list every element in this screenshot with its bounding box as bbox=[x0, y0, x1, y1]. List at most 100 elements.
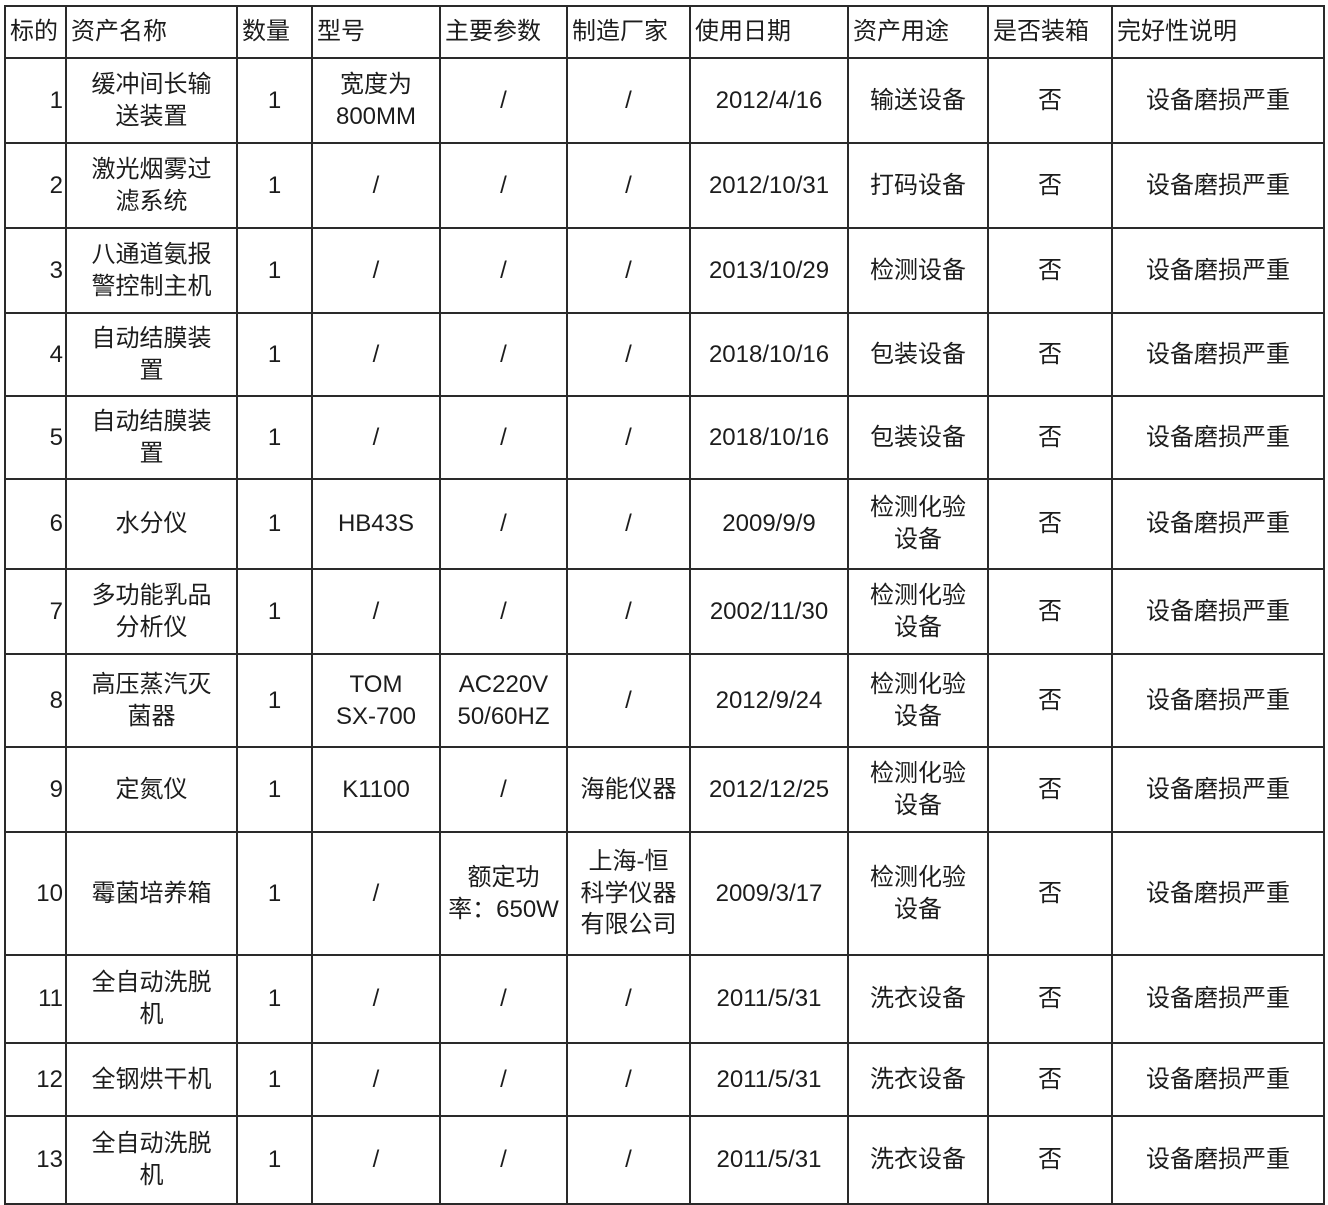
cell-use-date: 2011/5/31 bbox=[689, 1115, 849, 1205]
cell-asset-usage: 打码设备 bbox=[847, 142, 989, 229]
cell-condition: 设备磨损严重 bbox=[1111, 954, 1325, 1044]
cell-use-date: 2012/9/24 bbox=[689, 653, 849, 748]
table-row: 5 自动结膜装 置 1 / / / 2018/10/16 包装设备 否 设备磨损… bbox=[4, 395, 1325, 480]
cell-quantity: 1 bbox=[236, 395, 313, 480]
cell-asset-name: 激光烟雾过 滤系统 bbox=[65, 142, 238, 229]
cell-asset-name: 全钢烘干机 bbox=[65, 1042, 238, 1117]
cell-quantity: 1 bbox=[236, 746, 313, 833]
cell-quantity: 1 bbox=[236, 954, 313, 1044]
cell-use-date: 2018/10/16 bbox=[689, 395, 849, 480]
col-header-manufacturer: 制造厂家 bbox=[566, 5, 691, 59]
cell-asset-name: 八通道氨报 警控制主机 bbox=[65, 227, 238, 314]
col-header-model: 型号 bbox=[311, 5, 441, 59]
cell-boxed: 否 bbox=[987, 746, 1113, 833]
col-header-asset-name: 资产名称 bbox=[65, 5, 238, 59]
asset-inventory-table: 标的 资产名称 数量 型号 主要参数 制造厂家 使用日期 资产用途 是否装箱 完… bbox=[4, 5, 1325, 1205]
cell-item-no: 6 bbox=[4, 478, 67, 570]
cell-boxed: 否 bbox=[987, 954, 1113, 1044]
cell-main-params: 额定功 率：650W bbox=[439, 831, 568, 956]
table-row: 12 全钢烘干机 1 / / / 2011/5/31 洗衣设备 否 设备磨损严重 bbox=[4, 1042, 1325, 1117]
col-header-quantity: 数量 bbox=[236, 5, 313, 59]
cell-item-no: 5 bbox=[4, 395, 67, 480]
cell-item-no: 9 bbox=[4, 746, 67, 833]
cell-item-no: 10 bbox=[4, 831, 67, 956]
cell-manufacturer: / bbox=[566, 227, 691, 314]
cell-asset-name: 霉菌培养箱 bbox=[65, 831, 238, 956]
table-row: 1 缓冲间长输 送装置 1 宽度为 800MM / / 2012/4/16 输送… bbox=[4, 57, 1325, 144]
col-header-use-date: 使用日期 bbox=[689, 5, 849, 59]
cell-main-params: AC220V 50/60HZ bbox=[439, 653, 568, 748]
cell-model: / bbox=[311, 831, 441, 956]
cell-condition: 设备磨损严重 bbox=[1111, 746, 1325, 833]
cell-manufacturer: / bbox=[566, 57, 691, 144]
cell-model: TOM SX-700 bbox=[311, 653, 441, 748]
cell-manufacturer: / bbox=[566, 478, 691, 570]
cell-item-no: 11 bbox=[4, 954, 67, 1044]
cell-asset-name: 高压蒸汽灭 菌器 bbox=[65, 653, 238, 748]
cell-use-date: 2018/10/16 bbox=[689, 312, 849, 397]
cell-item-no: 13 bbox=[4, 1115, 67, 1205]
cell-asset-name: 自动结膜装 置 bbox=[65, 312, 238, 397]
cell-main-params: / bbox=[439, 954, 568, 1044]
table-row: 9 定氮仪 1 K1100 / 海能仪器 2012/12/25 检测化验 设备 … bbox=[4, 746, 1325, 833]
table-row: 11 全自动洗脱 机 1 / / / 2011/5/31 洗衣设备 否 设备磨损… bbox=[4, 954, 1325, 1044]
cell-boxed: 否 bbox=[987, 395, 1113, 480]
col-header-condition: 完好性说明 bbox=[1111, 5, 1325, 59]
cell-use-date: 2012/4/16 bbox=[689, 57, 849, 144]
cell-model: / bbox=[311, 142, 441, 229]
cell-quantity: 1 bbox=[236, 568, 313, 655]
cell-quantity: 1 bbox=[236, 831, 313, 956]
cell-model: / bbox=[311, 1042, 441, 1117]
cell-main-params: / bbox=[439, 395, 568, 480]
cell-quantity: 1 bbox=[236, 312, 313, 397]
cell-model: K1100 bbox=[311, 746, 441, 833]
cell-model: / bbox=[311, 227, 441, 314]
cell-main-params: / bbox=[439, 1042, 568, 1117]
cell-quantity: 1 bbox=[236, 142, 313, 229]
cell-asset-name: 定氮仪 bbox=[65, 746, 238, 833]
cell-main-params: / bbox=[439, 227, 568, 314]
cell-item-no: 1 bbox=[4, 57, 67, 144]
cell-condition: 设备磨损严重 bbox=[1111, 142, 1325, 229]
cell-quantity: 1 bbox=[236, 1115, 313, 1205]
cell-main-params: / bbox=[439, 142, 568, 229]
cell-use-date: 2002/11/30 bbox=[689, 568, 849, 655]
cell-asset-name: 全自动洗脱 机 bbox=[65, 1115, 238, 1205]
cell-manufacturer: / bbox=[566, 1042, 691, 1117]
cell-condition: 设备磨损严重 bbox=[1111, 653, 1325, 748]
cell-asset-usage: 包装设备 bbox=[847, 395, 989, 480]
cell-use-date: 2012/12/25 bbox=[689, 746, 849, 833]
cell-quantity: 1 bbox=[236, 227, 313, 314]
cell-manufacturer: / bbox=[566, 142, 691, 229]
col-header-item-no: 标的 bbox=[4, 5, 67, 59]
cell-use-date: 2009/3/17 bbox=[689, 831, 849, 956]
cell-item-no: 7 bbox=[4, 568, 67, 655]
table-row: 8 高压蒸汽灭 菌器 1 TOM SX-700 AC220V 50/60HZ /… bbox=[4, 653, 1325, 748]
cell-asset-name: 全自动洗脱 机 bbox=[65, 954, 238, 1044]
table-row: 3 八通道氨报 警控制主机 1 / / / 2013/10/29 检测设备 否 … bbox=[4, 227, 1325, 314]
cell-asset-name: 水分仪 bbox=[65, 478, 238, 570]
col-header-boxed: 是否装箱 bbox=[987, 5, 1113, 59]
cell-boxed: 否 bbox=[987, 568, 1113, 655]
cell-model: 宽度为 800MM bbox=[311, 57, 441, 144]
cell-boxed: 否 bbox=[987, 1042, 1113, 1117]
cell-asset-usage: 检测化验 设备 bbox=[847, 746, 989, 833]
cell-asset-name: 多功能乳品 分析仪 bbox=[65, 568, 238, 655]
cell-manufacturer: 海能仪器 bbox=[566, 746, 691, 833]
cell-model: / bbox=[311, 312, 441, 397]
cell-asset-usage: 检测化验 设备 bbox=[847, 568, 989, 655]
cell-main-params: / bbox=[439, 1115, 568, 1205]
cell-item-no: 8 bbox=[4, 653, 67, 748]
cell-boxed: 否 bbox=[987, 57, 1113, 144]
cell-main-params: / bbox=[439, 312, 568, 397]
cell-condition: 设备磨损严重 bbox=[1111, 568, 1325, 655]
table-row: 6 水分仪 1 HB43S / / 2009/9/9 检测化验 设备 否 设备磨… bbox=[4, 478, 1325, 570]
cell-asset-usage: 洗衣设备 bbox=[847, 1042, 989, 1117]
table-row: 7 多功能乳品 分析仪 1 / / / 2002/11/30 检测化验 设备 否… bbox=[4, 568, 1325, 655]
cell-use-date: 2011/5/31 bbox=[689, 954, 849, 1044]
cell-model: / bbox=[311, 954, 441, 1044]
cell-model: / bbox=[311, 568, 441, 655]
cell-boxed: 否 bbox=[987, 142, 1113, 229]
cell-asset-name: 自动结膜装 置 bbox=[65, 395, 238, 480]
cell-condition: 设备磨损严重 bbox=[1111, 1042, 1325, 1117]
